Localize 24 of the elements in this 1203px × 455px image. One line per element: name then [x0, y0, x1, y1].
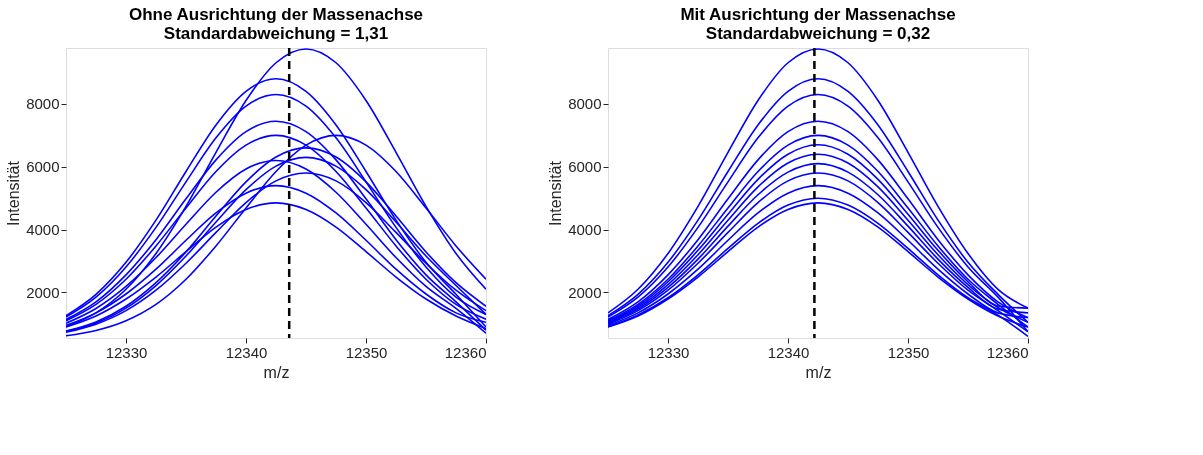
x-axis-title: m/z [263, 363, 290, 381]
text: Standardabweichung = 1,31 [163, 23, 389, 43]
y-axis-title: Intensität [547, 160, 565, 226]
text: Standardabweichung = 0,32 [705, 23, 931, 43]
x-tick-label: 12360 [444, 343, 487, 361]
y-tick-label: 8000 [568, 95, 602, 113]
x-tick-label: 12350 [887, 343, 930, 361]
y-tick-label: 4000 [26, 221, 60, 239]
x-axis-title: m/z [805, 363, 832, 381]
x-tick-label: 12340 [767, 343, 810, 361]
y-tick-label: 6000 [568, 158, 602, 176]
y-tick-label: 4000 [568, 221, 602, 239]
text: Mit Ausrichtung der Massenachse [680, 4, 956, 24]
x-tick-label: 12330 [647, 343, 690, 361]
y-tick-label: 8000 [26, 95, 60, 113]
y-tick-label: 2000 [568, 283, 602, 301]
y-axis-title: Intensität [5, 160, 23, 226]
x-tick-label: 12350 [345, 343, 388, 361]
x-tick-label: 12330 [105, 343, 148, 361]
y-tick-label: 2000 [26, 283, 60, 301]
x-tick-label: 12360 [986, 343, 1029, 361]
y-tick-label: 6000 [26, 158, 60, 176]
x-tick-label: 12340 [225, 343, 268, 361]
text: Ohne Ausrichtung der Massenachse [128, 4, 424, 24]
